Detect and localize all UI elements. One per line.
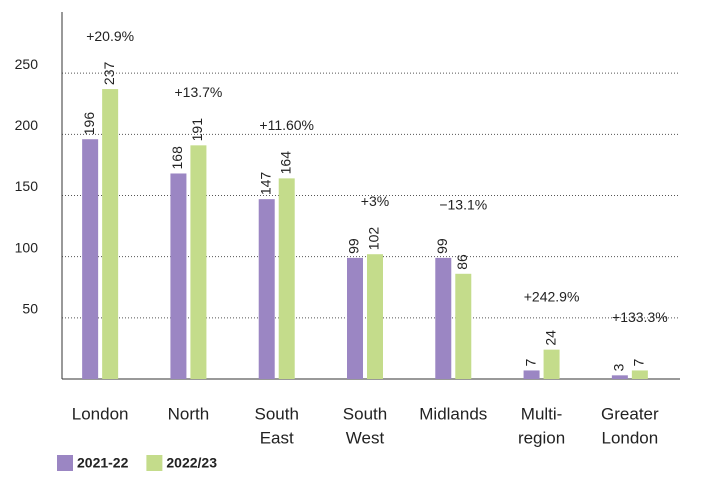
bar	[190, 145, 207, 379]
bar	[170, 173, 187, 379]
x-tick-label: Greater	[601, 404, 659, 423]
bar	[435, 257, 452, 379]
bar	[347, 257, 363, 379]
value-label: 3	[611, 363, 627, 371]
bar	[523, 370, 540, 379]
x-tick-label: East	[260, 428, 294, 447]
value-label: 191	[189, 118, 205, 142]
value-label: 86	[454, 254, 470, 270]
y-tick-label: 150	[15, 178, 39, 194]
value-label: 147	[257, 172, 273, 196]
annotation: +20.9%	[86, 28, 134, 44]
value-label: 237	[101, 61, 117, 85]
value-label: 99	[434, 238, 450, 254]
x-tick-label: South	[343, 404, 387, 423]
bar	[611, 375, 628, 379]
x-tick-label: South	[254, 404, 298, 423]
value-label: 7	[522, 358, 538, 366]
value-label: 24	[542, 330, 558, 346]
annotation: +133.3%	[612, 309, 668, 325]
x-tick-label: West	[346, 428, 385, 447]
x-tick-label: London	[72, 404, 129, 423]
bar	[258, 199, 275, 379]
bar	[278, 178, 295, 379]
value-label: 196	[81, 112, 97, 136]
legend-label: 2021-22	[77, 455, 129, 471]
value-label: 164	[277, 151, 293, 175]
legend-swatch	[146, 455, 163, 471]
x-tick-label: Multi-	[521, 404, 563, 423]
bar	[82, 139, 99, 379]
legend-label: 2022/23	[166, 455, 217, 471]
annotation: +11.60%	[259, 117, 314, 133]
annotation: +13.7%	[174, 84, 222, 100]
value-label: 99	[346, 238, 362, 254]
y-tick-label: 200	[15, 117, 39, 133]
x-tick-label: region	[518, 428, 565, 447]
bar	[367, 254, 383, 379]
x-tick-label: Midlands	[419, 404, 487, 423]
y-tick-label: 250	[15, 56, 39, 72]
bar	[543, 349, 560, 379]
x-tick-label: North	[168, 404, 210, 423]
annotation: +3%	[361, 193, 389, 209]
legend-swatch	[57, 455, 73, 471]
annotation: +242.9%	[524, 288, 580, 304]
bar	[631, 370, 648, 379]
x-tick-label: London	[601, 428, 658, 447]
value-label: 102	[366, 227, 382, 251]
y-tick-label: 50	[22, 301, 38, 317]
annotation: −13.1%	[439, 197, 487, 213]
y-tick-label: 100	[15, 239, 39, 255]
value-label: 168	[169, 146, 185, 170]
bar	[455, 273, 472, 379]
value-label: 7	[631, 358, 647, 366]
bar	[102, 89, 119, 379]
